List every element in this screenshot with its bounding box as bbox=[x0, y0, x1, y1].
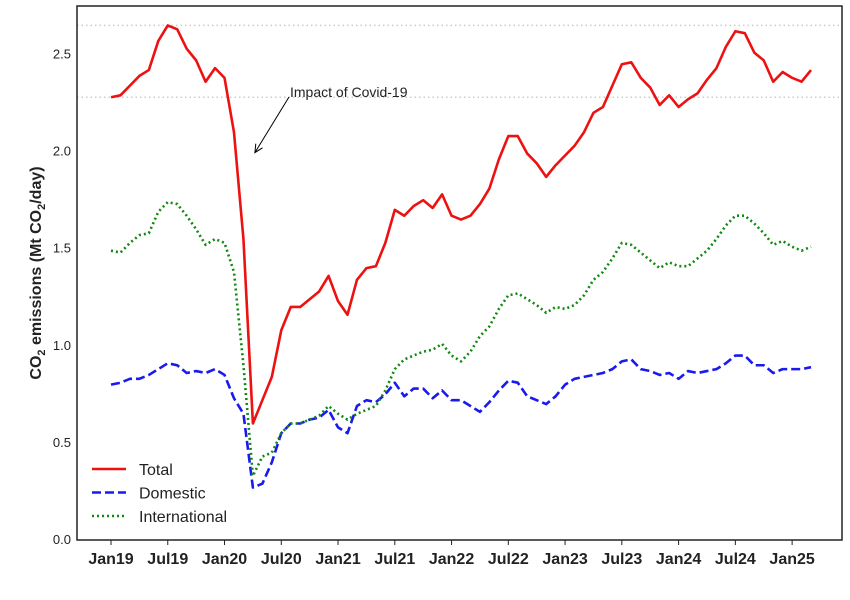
y-axis-label-sub2: 2 bbox=[36, 204, 48, 210]
x-tick-label: Jan21 bbox=[315, 551, 360, 568]
legend: Total Domestic International bbox=[92, 462, 227, 526]
x-tick-label: Jan24 bbox=[656, 551, 701, 568]
reference-lines bbox=[77, 24, 842, 99]
x-axis: Jan19 Jul19 Jan20 Jul20 Jan21 Jul21 Jan22 Jul22… bbox=[88, 540, 815, 568]
y-tick-label: 2.0 bbox=[53, 144, 71, 159]
y-axis-label-middle: emissions (Mt CO bbox=[28, 210, 45, 350]
series-line-international bbox=[110, 200, 812, 478]
series-line-domestic bbox=[110, 354, 812, 489]
x-tick-label: Jul20 bbox=[261, 551, 302, 568]
y-axis: 0.0 0.5 1.0 1.5 2.0 2.5 bbox=[53, 47, 71, 547]
legend-label-domestic: Domestic bbox=[139, 486, 206, 503]
x-tick-label: Jul22 bbox=[488, 551, 529, 568]
y-tick-label: 2.5 bbox=[53, 47, 71, 62]
legend-label-total: Total bbox=[139, 462, 173, 479]
y-axis-label-prefix: CO bbox=[28, 356, 45, 380]
x-tick-label: Jul23 bbox=[601, 551, 642, 568]
y-axis-label-suffix: /day) bbox=[28, 166, 45, 203]
x-tick-label: Jan22 bbox=[429, 551, 474, 568]
plot-frame bbox=[76, 5, 843, 541]
legend-label-international: International bbox=[139, 509, 227, 526]
annotation-arrow-line bbox=[254, 96, 290, 153]
series-line-total bbox=[110, 24, 813, 425]
x-tick-label: Jul19 bbox=[147, 551, 188, 568]
y-axis-label: CO2 emissions (Mt CO2/day) bbox=[28, 166, 48, 379]
x-tick-label: Jul21 bbox=[374, 551, 415, 568]
x-tick-label: Jul24 bbox=[715, 551, 756, 568]
y-tick-label: 0.5 bbox=[53, 435, 71, 450]
covid-annotation: Impact of Covid-19 bbox=[254, 84, 408, 154]
annotation-arrow-head bbox=[254, 143, 263, 154]
y-axis-label-sub1: 2 bbox=[36, 349, 48, 355]
x-tick-label: Jan23 bbox=[542, 551, 587, 568]
y-tick-label: 1.0 bbox=[53, 338, 71, 353]
x-tick-label: Jan20 bbox=[202, 551, 247, 568]
x-tick-label: Jan25 bbox=[769, 551, 814, 568]
x-tick-label: Jan19 bbox=[88, 551, 133, 568]
annotation-text: Impact of Covid-19 bbox=[290, 84, 408, 100]
y-tick-label: 0.0 bbox=[53, 532, 71, 547]
series-lines bbox=[110, 24, 813, 489]
y-tick-label: 1.5 bbox=[53, 241, 71, 256]
